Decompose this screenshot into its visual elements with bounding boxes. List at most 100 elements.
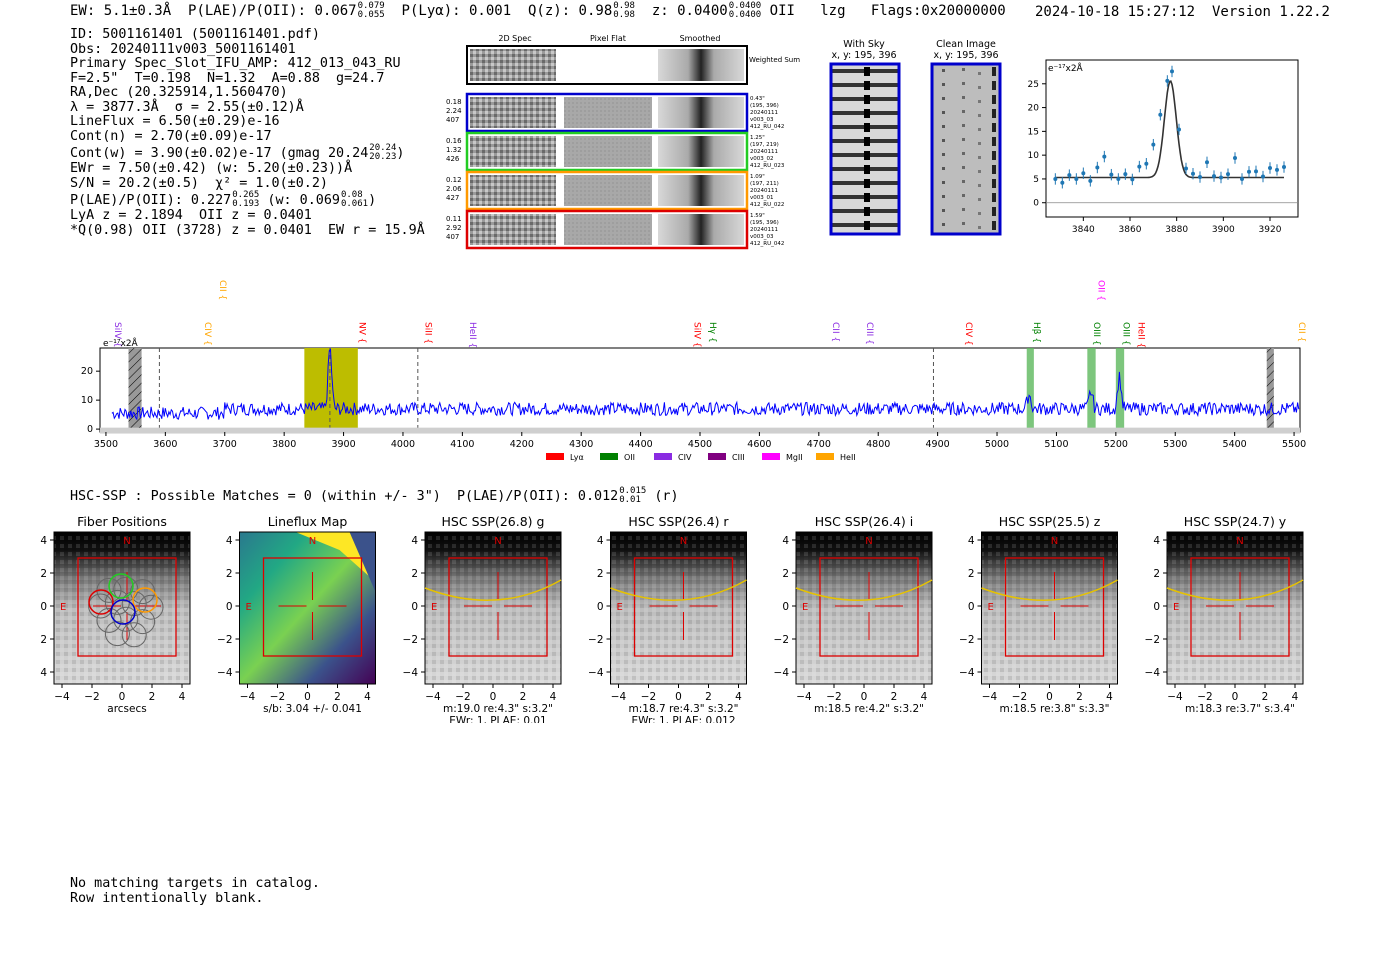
zoom-y-tick-label: 20 (1028, 104, 1040, 114)
spectral-line-label: CIV { (202, 322, 212, 346)
hsc-summary-text: HSC-SSP : Possible Matches = 0 (within +… (70, 489, 619, 504)
cutout-right-value: v003_03 (750, 234, 774, 240)
hsc-x-tick-label: 4 (1292, 691, 1299, 703)
hsc-x-tick-label: 0 (1232, 691, 1239, 703)
hsc-panel-title: HSC SSP(25.5) z (999, 514, 1101, 529)
hsc-ellipse-arc (981, 579, 1118, 601)
east-marker: E (617, 602, 623, 613)
fiber-circle (113, 576, 139, 602)
hsc-y-tick-label: 4 (40, 535, 47, 547)
north-marker: N (123, 536, 130, 547)
weighted-smooth-image (658, 49, 744, 81)
hsc-aperture-box (633, 557, 734, 657)
hsc-y-tick-label: 2 (226, 568, 233, 580)
header-qz-lo: 0.98 (613, 10, 635, 20)
col-smooth-label: Smoothed (680, 34, 721, 43)
hsc-summary: HSC-SSP : Possible Matches = 0 (within +… (70, 487, 679, 505)
spectral-line-label: SiII { (423, 322, 433, 344)
hsc-y-tick-label: 0 (40, 601, 47, 613)
header-z-hi: 0.0400 (728, 1, 762, 11)
cutout-flat-image (564, 97, 652, 128)
catalog-footer-line1: No matching targets in catalog. (70, 876, 320, 891)
hsc-panel-caption: arcsecs (107, 703, 146, 715)
hsc-x-tick-label: −2 (826, 691, 841, 703)
spectrum-x-tick-label: 4800 (866, 439, 890, 450)
info-q: *Q(0.98) OII (3728) z = 0.0401 EW r = 15… (70, 222, 425, 238)
hsc-x-tick-label: 2 (520, 691, 527, 703)
hsc-aperture-box (448, 557, 548, 657)
zoom-data-point (1060, 180, 1065, 185)
spectrum-green-band (1026, 348, 1034, 432)
info-sn: S/N = 20.2(±0.5) χ² = 1.0(±0.2) (70, 175, 328, 191)
zoom-data-point (1137, 164, 1142, 169)
hsc-y-tick-label: 0 (597, 601, 604, 613)
cutout-smooth-image (658, 175, 744, 206)
line-fit-unit: e⁻¹⁷x2Å (1048, 62, 1084, 74)
zoom-data-point (1074, 176, 1079, 181)
line-fit-chart: e⁻¹⁷x2Å 3840 3860 3880 3900 3920 0 5 10 15 20 25 (1028, 59, 1299, 235)
lineflux-map-corner (349, 532, 376, 592)
hsc-y-tick-label: −2 (40, 634, 47, 646)
zoom-data-point (1254, 169, 1258, 174)
fiber-circle-orange (132, 587, 158, 613)
spectrum-x-tick-label: 5300 (1163, 439, 1187, 450)
zoom-data-point (1247, 169, 1251, 174)
zoom-y-tick-label: 25 (1028, 80, 1039, 90)
spectrum-data (111, 348, 1300, 421)
hsc-panel-caption: m:18.7 re:4.3" s:3.2" (629, 703, 739, 715)
cutout-left-value: 2.06 (446, 185, 462, 193)
hsc-aperture-box (1190, 557, 1290, 657)
east-marker: E (802, 602, 808, 613)
clean-image (930, 62, 1002, 236)
hsc-panel-title: HSC SSP(26.4) r (628, 514, 729, 529)
zoom-data-point (1053, 176, 1058, 181)
hsc-y-tick-label: −2 (403, 634, 418, 646)
cutout-right-value: 412_RU_042 (750, 241, 784, 247)
hsc-x-tick-label: −2 (84, 691, 99, 703)
info-plae-w-lo: 0.061 (340, 199, 369, 209)
hsc-y-tick-label: 4 (782, 535, 789, 547)
spectrum-legend: Lyα OII CIV CIII MgII HeII (546, 453, 856, 462)
spectrum-bands (100, 348, 1300, 434)
hsc-x-tick-label: 0 (1046, 691, 1053, 703)
info-plae-hi: 0.265 (232, 190, 260, 200)
hsc-panel-caption-2: EWr: 1, PLAE: 0.012 (631, 715, 735, 723)
legend-label: MgII (786, 453, 803, 462)
hsc-x-tick-label: 2 (1262, 691, 1269, 703)
zoom-data-point (1184, 166, 1188, 171)
line-fit-data (1046, 65, 1298, 204)
hsc-y-tick-label: −2 (959, 634, 974, 646)
info-contw: Cont(w) = 3.90(±0.02)e-17 (gmag 20.24 20.… (70, 143, 405, 162)
cutout-left-value: 2.24 (446, 107, 462, 115)
legend-label: CIV (678, 453, 692, 462)
zoom-data-point (1198, 175, 1202, 180)
spectrum-x-tick-label: 4700 (807, 439, 831, 450)
zoom-data-point (1205, 160, 1209, 165)
hsc-x-tick-label: 0 (304, 691, 311, 703)
hsc-x-tick-label: −2 (1012, 691, 1027, 703)
zoom-data-point (1226, 172, 1230, 177)
cutout-right-value: v003_02 (750, 156, 774, 162)
info-plae-range: 0.265 0.193 (232, 191, 259, 209)
hsc-y-tick-label: 4 (226, 535, 233, 547)
zoom-data-point (1268, 165, 1272, 170)
zoom-data-point (1261, 174, 1265, 179)
info-plae-lo: 0.193 (232, 199, 260, 209)
with-sky-title: With Sky (843, 39, 885, 50)
spectral-line-label: OIII { (1121, 322, 1131, 346)
hsc-image-noise (796, 532, 932, 684)
hsc-summary-band: (r) (654, 489, 679, 504)
cutout-right-value: (197, 211) (750, 181, 779, 187)
hsc-x-tick-label: −2 (455, 691, 470, 703)
hsc-image-noise (425, 532, 561, 684)
fiber-circle (104, 621, 130, 647)
info-plae-w-hi: 0.08 (340, 190, 363, 200)
spectrum-x-tick-label: 5000 (985, 439, 1009, 450)
spectrum-x-tick-label: 4600 (747, 439, 771, 450)
header-meta: 2024-10-18 15:27:12 Version 1.22.2 (1035, 4, 1330, 20)
spectral-line-label: Hβ { (1031, 322, 1041, 343)
fiber-circle (121, 622, 147, 648)
fiber-circle (138, 594, 164, 620)
hsc-panel-caption: m:18.3 re:3.7" s:3.4" (1185, 703, 1295, 715)
